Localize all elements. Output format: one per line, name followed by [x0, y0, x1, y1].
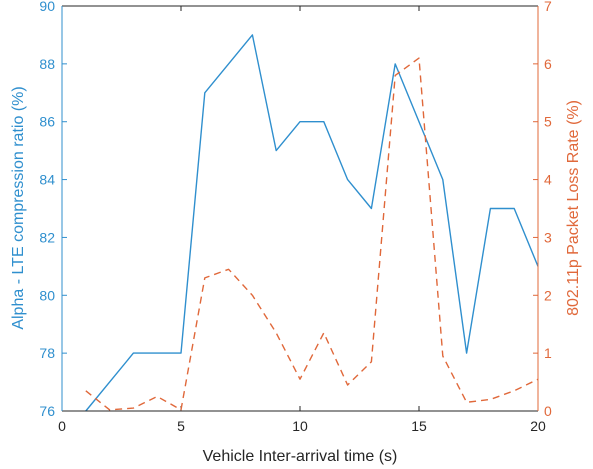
x-tick-label: 10 — [292, 418, 308, 434]
series-layer — [85, 34, 539, 412]
x-tick-label: 15 — [411, 418, 427, 434]
right-y-axis-label: 802.11p Packet Loss Rate (%) — [565, 100, 582, 316]
right-y-tick-label: 3 — [544, 229, 552, 245]
right-y-tick-label: 6 — [544, 56, 552, 72]
right-y-tick-label: 7 — [544, 0, 552, 14]
x-axis-label: Vehicle Inter-arrival time (s) — [203, 448, 398, 465]
x-tick-label: 20 — [530, 418, 546, 434]
left-y-ticks: 76 78 80 82 84 86 88 90 — [39, 0, 67, 419]
x-tick-label: 5 — [177, 418, 185, 434]
axes-layer — [61, 5, 539, 412]
right-y-ticks: 0 1 2 3 4 5 6 7 — [533, 0, 552, 419]
left-y-tick-label: 86 — [39, 114, 55, 130]
series-line-compression-ratio — [85, 34, 539, 412]
right-y-tick-label: 5 — [544, 114, 552, 130]
left-y-tick-label: 90 — [39, 0, 55, 14]
left-y-tick-label: 84 — [39, 172, 55, 188]
right-y-tick-label: 2 — [544, 287, 552, 303]
left-y-tick-label: 78 — [39, 345, 55, 361]
x-ticks: 0 5 10 15 20 — [58, 6, 546, 434]
right-y-tick-label: 1 — [544, 345, 552, 361]
left-y-tick-label: 82 — [39, 229, 55, 245]
right-y-tick-label: 4 — [544, 172, 552, 188]
left-y-tick-label: 88 — [39, 56, 55, 72]
x-tick-label: 0 — [58, 418, 66, 434]
left-y-axis-label: Alpha - LTE compression ratio (%) — [10, 86, 27, 329]
right-y-tick-label: 0 — [544, 403, 552, 419]
left-y-tick-label: 76 — [39, 403, 55, 419]
series-line-packet-loss — [85, 57, 539, 411]
left-y-tick-label: 80 — [39, 287, 55, 303]
